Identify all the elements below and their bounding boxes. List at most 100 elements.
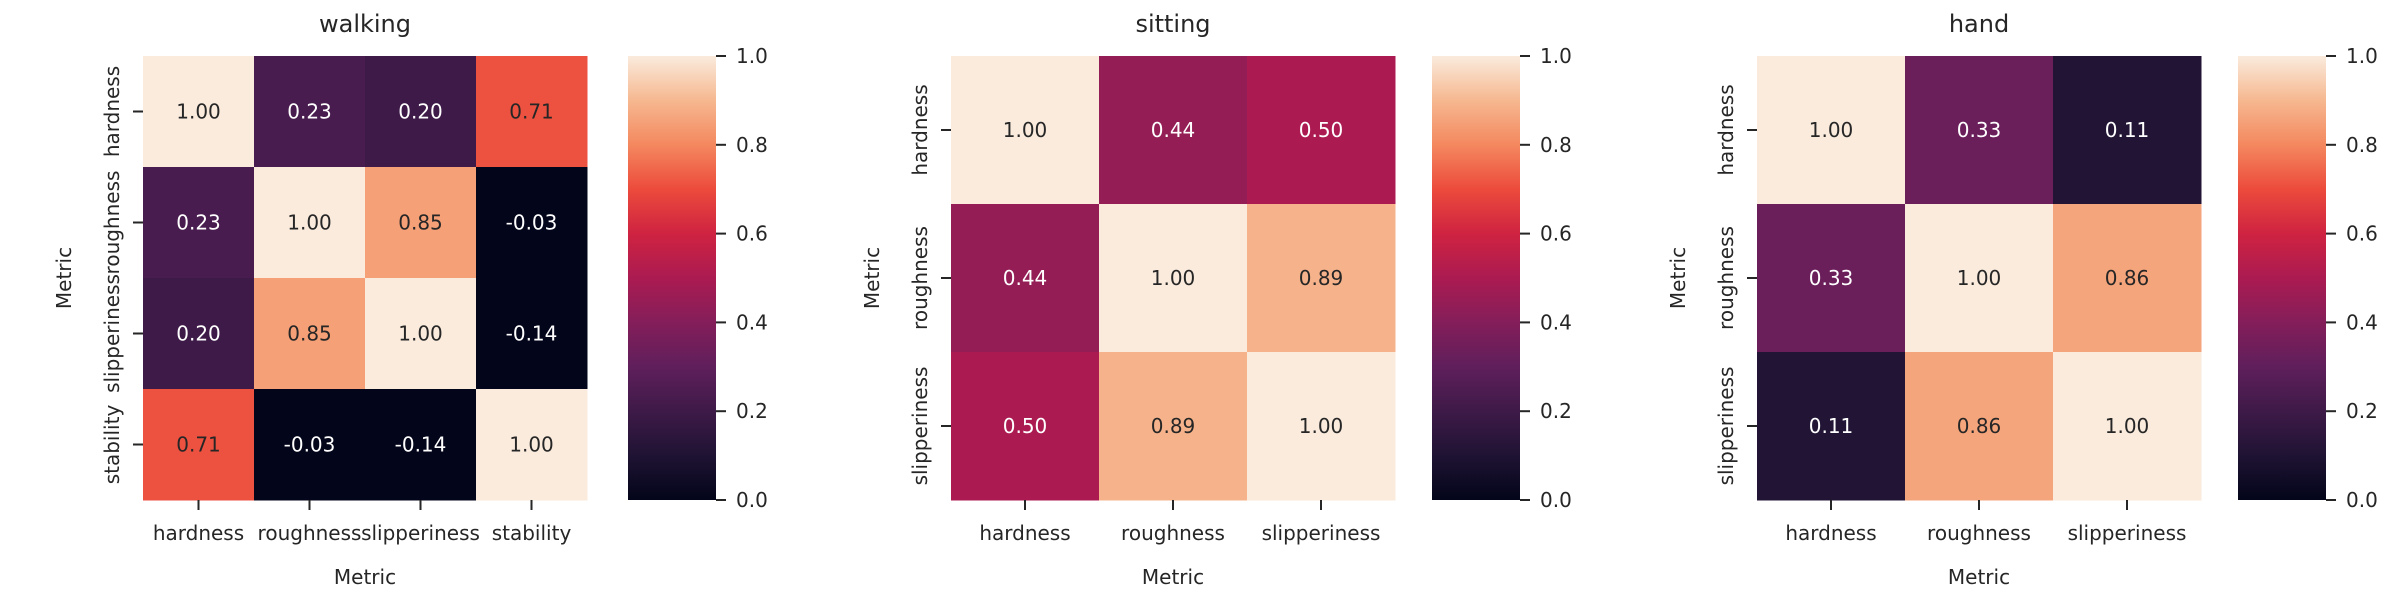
heatmap-cell — [476, 389, 588, 501]
cell-value-label: 1.00 — [398, 322, 443, 346]
cell-value-label: -0.14 — [506, 322, 558, 346]
cell-value-label: 0.44 — [1151, 118, 1196, 142]
heatmap-cell — [254, 389, 366, 501]
heatmap-cell — [476, 167, 588, 279]
x-tick-label: hardness — [153, 521, 244, 545]
heatmap-cell — [1247, 352, 1396, 501]
x-tick-label: roughness — [1927, 521, 2031, 545]
x-axis-label: Metric — [334, 565, 396, 589]
colorbar-tick-label: 0.8 — [1540, 133, 1572, 157]
heatmap-cell — [2053, 204, 2202, 353]
heatmap-cell — [365, 167, 477, 279]
colorbar-tick-label: 1.0 — [736, 44, 768, 68]
heatmap-cell — [254, 56, 366, 168]
colorbar-tick-label: 0.2 — [736, 399, 768, 423]
colorbar-tick-label: 0.8 — [2346, 133, 2378, 157]
colorbar-tick-label: 0.8 — [736, 133, 768, 157]
y-tick-label: stability — [100, 405, 124, 485]
cell-value-label: 0.71 — [509, 100, 554, 124]
colorbar-tick-label: 0.4 — [2346, 310, 2378, 334]
y-tick-label: hardness — [1714, 84, 1738, 175]
cell-value-label: 1.00 — [1957, 266, 2002, 290]
heatmap-cell — [1099, 204, 1248, 353]
cell-value-label: 1.00 — [287, 211, 332, 235]
cell-value-label: 1.00 — [1151, 266, 1196, 290]
cell-value-label: 0.33 — [1957, 118, 2002, 142]
cell-value-label: 0.86 — [1957, 414, 2002, 438]
heatmap-cell — [1905, 204, 2054, 353]
heatmap-cell — [254, 167, 366, 279]
cell-value-label: 1.00 — [509, 433, 554, 457]
heatmap-cell — [1757, 56, 1906, 205]
chart-title: hand — [1949, 10, 2009, 38]
heatmap-cell — [1905, 352, 2054, 501]
cell-value-label: 0.89 — [1151, 414, 1196, 438]
colorbar-tick-label: 0.4 — [1540, 310, 1572, 334]
heatmap-panel-hand: hand 1.00 0.33 0.11 0.33 1.00 0.86 0.11 0.86 1.00… — [1666, 10, 2378, 589]
colorbar — [2238, 56, 2326, 500]
colorbar-tick-label: 1.0 — [1540, 44, 1572, 68]
chart-title: sitting — [1135, 10, 1210, 38]
y-axis-label: Metric — [52, 247, 76, 309]
cell-value-label: 0.86 — [2105, 266, 2150, 290]
cell-value-label: 1.00 — [1809, 118, 1854, 142]
colorbar — [628, 56, 716, 500]
x-tick-label: slipperiness — [1262, 521, 1381, 545]
heatmap-cell — [143, 167, 255, 279]
chart-title: walking — [319, 10, 411, 38]
heatmap-cell — [1247, 56, 1396, 205]
colorbar-tick-label: 0.0 — [1540, 488, 1572, 512]
heatmap-cell — [2053, 352, 2202, 501]
colorbar-tick-label: 0.6 — [736, 222, 768, 246]
cell-value-label: 0.50 — [1003, 414, 1048, 438]
y-axis-label: Metric — [860, 247, 884, 309]
colorbar-tick-label: 0.4 — [736, 310, 768, 334]
cell-value-label: 0.20 — [176, 322, 221, 346]
colorbar — [1432, 56, 1520, 500]
cell-value-label: -0.14 — [395, 433, 447, 457]
y-tick-label: roughness — [100, 171, 124, 275]
x-tick-label: slipperiness — [2068, 521, 2187, 545]
heatmap-cell — [1099, 56, 1248, 205]
cell-value-label: 0.23 — [176, 211, 221, 235]
colorbar-tick-label: 0.0 — [736, 488, 768, 512]
cell-value-label: 0.89 — [1299, 266, 1344, 290]
y-axis-label: Metric — [1666, 247, 1690, 309]
y-tick-label: hardness — [908, 84, 932, 175]
x-tick-label: roughness — [258, 521, 362, 545]
colorbar-tick-label: 0.6 — [2346, 222, 2378, 246]
heatmap-cell — [1757, 204, 1906, 353]
heatmap-cell — [143, 278, 255, 390]
y-tick-label: hardness — [100, 66, 124, 157]
y-tick-label: slipperiness — [908, 367, 932, 486]
heatmap-cell — [476, 278, 588, 390]
cell-value-label: 0.11 — [1809, 414, 1854, 438]
y-tick-label: slipperiness — [1714, 367, 1738, 486]
x-tick-label: roughness — [1121, 521, 1225, 545]
heatmap-cell — [1099, 352, 1248, 501]
y-tick-label: roughness — [1714, 226, 1738, 330]
cell-value-label: 0.20 — [398, 100, 443, 124]
heatmap-cell — [951, 204, 1100, 353]
cell-value-label: 0.85 — [287, 322, 332, 346]
cell-value-label: 1.00 — [2105, 414, 2150, 438]
heatmap-cell — [951, 352, 1100, 501]
x-axis-label: Metric — [1142, 565, 1204, 589]
heatmap-cell — [476, 56, 588, 168]
colorbar-tick-label: 0.0 — [2346, 488, 2378, 512]
colorbar-tick-label: 0.6 — [1540, 222, 1572, 246]
cell-value-label: -0.03 — [506, 211, 558, 235]
cell-value-label: 0.33 — [1809, 266, 1854, 290]
x-tick-label: hardness — [1785, 521, 1876, 545]
cell-value-label: -0.03 — [284, 433, 336, 457]
heatmap-cell — [1757, 352, 1906, 501]
heatmap-cell — [365, 389, 477, 501]
x-axis-label: Metric — [1948, 565, 2010, 589]
heatmap-cell — [365, 278, 477, 390]
heatmap-cell — [254, 278, 366, 390]
cell-value-label: 0.23 — [287, 100, 332, 124]
cell-value-label: 0.50 — [1299, 118, 1344, 142]
cell-value-label: 0.11 — [2105, 118, 2150, 142]
y-tick-label: slipperiness — [100, 274, 124, 393]
